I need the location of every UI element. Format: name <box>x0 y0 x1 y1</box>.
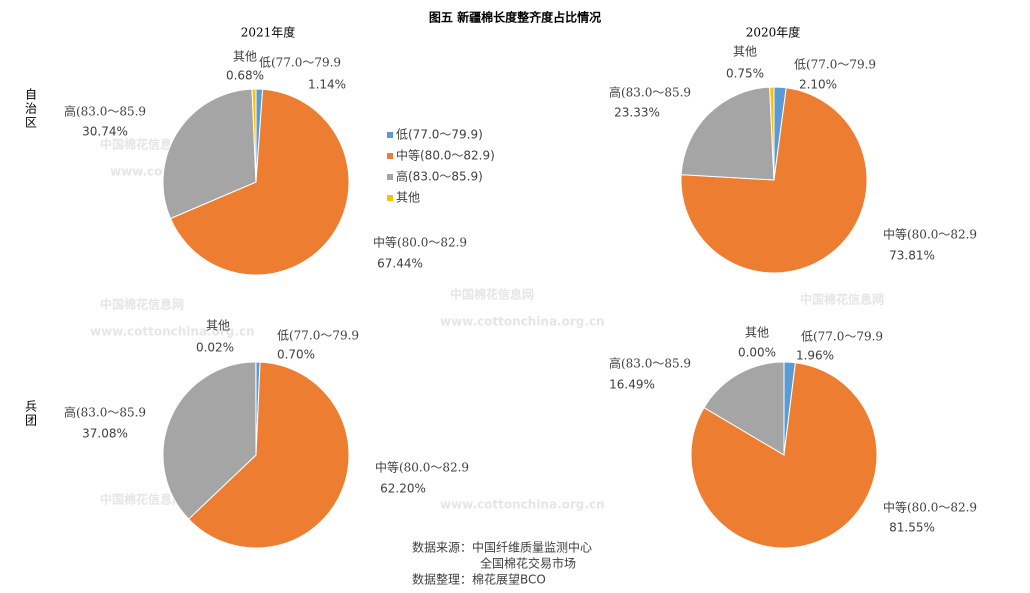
legend-swatch <box>387 195 393 201</box>
value-label: 0.68% <box>226 69 264 83</box>
value-label: 0.00% <box>738 346 776 360</box>
slice-label: 低(77.0～79.9 <box>277 329 359 343</box>
value-label: 0.02% <box>196 341 234 355</box>
slice-label: 低(77.0～79.9 <box>801 330 883 344</box>
slice-label: 高(83.0～85.9 <box>64 405 146 420</box>
slice-label: 高(83.0～85.9 <box>609 356 691 371</box>
slice-label: 其他 <box>745 326 769 340</box>
slice-label: 高(83.0～85.9 <box>64 104 146 119</box>
watermark: www.cottonchina.org.cn <box>90 325 255 339</box>
pie-slice <box>703 361 785 456</box>
pie-slice <box>162 88 257 220</box>
chart-title: 图五 新疆棉长度整齐度占比情况 <box>429 10 601 25</box>
legend-label: 高(83.0～85.9) <box>396 169 483 184</box>
slice-label: 中等(80.0～82.9 <box>375 460 469 475</box>
value-label: 67.44% <box>377 257 423 271</box>
value-label: 0.75% <box>726 67 764 81</box>
watermark: 中国棉花信息网 <box>450 287 534 302</box>
watermark: 中国棉花信息网 <box>100 137 184 152</box>
legend-swatch <box>387 153 393 159</box>
value-label: 81.55% <box>889 521 935 535</box>
watermark: 中国棉花信息网 <box>100 297 184 312</box>
slice-label: 低(77.0～79.9 <box>794 58 876 72</box>
value-label: 1.14% <box>308 78 346 92</box>
watermark: 中国棉花信息网 <box>100 492 184 507</box>
value-label: 23.33% <box>614 106 660 120</box>
slice-label: 中等(80.0～82.9 <box>373 235 467 250</box>
slice-label: 高(83.0～85.9 <box>609 85 691 100</box>
pie-slice <box>251 88 257 183</box>
pie-slice <box>680 86 775 181</box>
column-label: 2020年度 <box>746 25 801 40</box>
source-text: 数据整理：棉花展望BCO <box>412 572 546 587</box>
slice-label: 低(77.0～79.9 <box>259 56 341 70</box>
value-label: 0.70% <box>277 348 315 362</box>
slice-label: 其他 <box>206 319 230 333</box>
legend-label: 中等(80.0～82.9) <box>396 148 495 163</box>
watermark: 中国棉花信息网 <box>800 292 884 307</box>
pie-slice <box>187 361 350 549</box>
value-label: 62.20% <box>380 482 426 496</box>
value-label: 2.10% <box>799 78 837 92</box>
source-text: 全国棉花交易市场 <box>480 556 576 571</box>
pie-slice <box>769 86 775 181</box>
column-label: 2021年度 <box>241 25 296 40</box>
row-label: 自治区 <box>24 88 38 130</box>
value-label: 30.74% <box>82 125 128 139</box>
watermark: www.cottonchina.org.cn <box>440 498 605 512</box>
slice-label: 其他 <box>233 50 257 64</box>
pie-slice <box>169 88 350 276</box>
legend-label: 其他 <box>396 191 420 205</box>
slice-label: 中等(80.0～82.9 <box>883 227 977 242</box>
legend-label: 低(77.0～79.9) <box>396 128 483 142</box>
value-label: 1.96% <box>796 349 834 363</box>
value-label: 16.49% <box>609 378 655 392</box>
slice-label: 中等(80.0～82.9 <box>883 500 977 515</box>
legend-swatch <box>387 132 393 138</box>
legend-swatch <box>387 174 393 180</box>
watermark: www.cottonchina.org.cn <box>440 315 605 329</box>
source-text: 数据来源：中国纤维质量监测中心 <box>412 540 592 555</box>
pie-slice <box>162 361 257 520</box>
row-label: 兵团 <box>24 400 38 428</box>
slice-label: 其他 <box>733 45 757 59</box>
value-label: 73.81% <box>889 249 935 263</box>
value-label: 37.08% <box>82 427 128 441</box>
